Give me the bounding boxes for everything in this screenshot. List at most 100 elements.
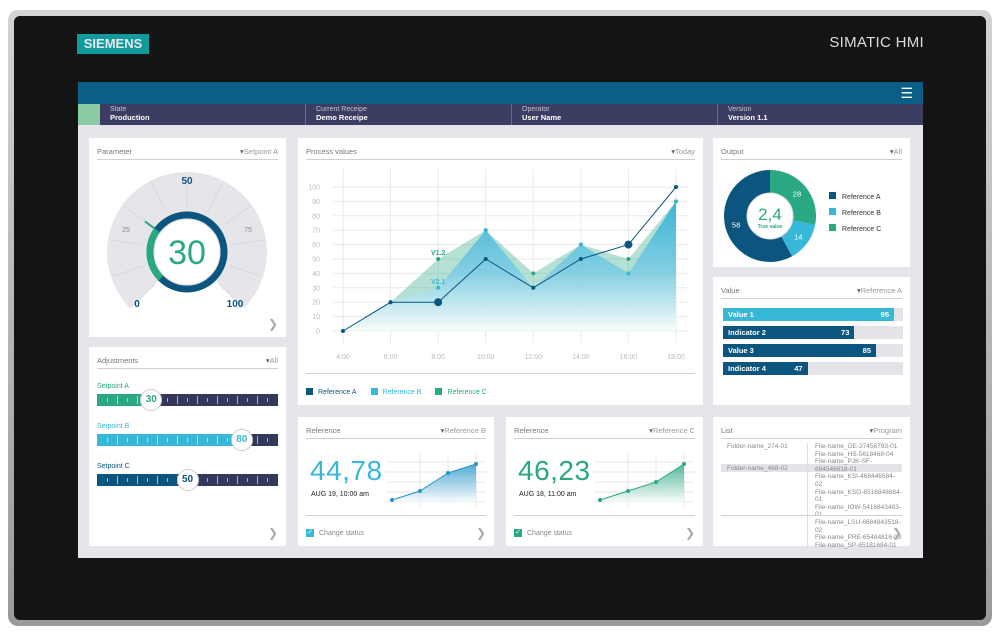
state-indicator [78,104,100,125]
data-point-reference-a[interactable] [531,285,536,290]
y-tick-label: 20 [312,300,320,307]
file-item[interactable]: File-name_KSO-6516848684-01 [815,488,902,504]
data-point[interactable] [578,242,583,247]
data-point-reference-a[interactable] [341,329,345,333]
parameter-gauge[interactable]: 30 50 25 75 0 100 [89,160,286,340]
folder-item[interactable]: Folder-name_274-01 [727,443,788,450]
data-point[interactable] [436,257,441,261]
bar-value: 85 [862,346,871,355]
slider-label: Setpoint B [97,423,130,430]
legend-label: Reference B [382,389,422,396]
legend-label: Reference A [318,389,357,396]
status-state: State Production [100,104,306,125]
gauge-tick [112,265,145,277]
file-item[interactable]: File-name_IOW-5416843483-01 [815,503,901,519]
setpoint-slider[interactable]: Setpoint B 80 [97,423,278,453]
x-tick-label: 16:00 [620,354,638,361]
file-item[interactable]: File-name_PJK-SF-694546618-01 [815,458,873,473]
data-point[interactable] [674,199,678,204]
file-item[interactable]: File-name_GE-27458793-01 [815,443,898,450]
setpoint-slider[interactable]: Setpoint A 30 [97,383,278,413]
process-dropdown[interactable]: Today [671,147,695,156]
bar-label: Value 1 [728,310,754,319]
status-value: Demo Receipe [316,113,368,122]
chevron-right-icon[interactable]: ❯ [267,526,278,540]
legend-item[interactable]: Reference A [306,388,357,396]
adjustments-panel: Adjustments All Setpoint A 30 Setpoint B 8… [89,347,286,546]
checkbox-checked-icon[interactable]: ✓ [306,529,314,537]
data-point[interactable] [626,271,631,276]
trend-area [600,464,684,504]
y-tick-label: 50 [312,257,320,264]
gauge-tick [218,283,243,308]
change-status-checkbox[interactable]: ✓ Change status [306,529,364,537]
data-point-reference-a[interactable] [388,300,393,305]
x-tick-label: 8:00 [431,354,445,361]
chevron-right-icon[interactable]: ❯ [684,526,695,540]
data-point-reference-a[interactable] [483,257,488,261]
data-point[interactable] [531,271,536,276]
chart-annotation: V1.2 [431,250,446,257]
legend-item[interactable]: Reference C [435,388,487,396]
gauge-value: 30 [168,234,206,272]
file-item[interactable]: File-name_LSU-6684843518-02 [815,518,901,534]
y-tick-label: 0 [316,329,320,336]
legend-item[interactable]: Reference B [370,388,422,396]
list-dropdown[interactable]: Program [869,426,902,435]
x-tick-label: 4:00 [336,354,350,361]
data-point-reference-a[interactable] [674,185,678,189]
slice-label: 14 [794,233,802,242]
donut-slice[interactable] [724,170,793,262]
slider-handle[interactable]: 50 [176,469,199,491]
gauge-tick-label: 50 [181,176,193,187]
slider-track[interactable] [97,394,278,406]
data-point[interactable] [483,228,488,233]
data-point[interactable] [436,285,441,290]
donut-slice[interactable] [770,170,816,225]
folder-item[interactable]: Folder-name_468-02 [727,465,788,472]
hamburger-icon[interactable]: ☰ [900,85,913,101]
slider-fill [97,474,188,486]
x-tick-label: 18:00 [667,354,685,361]
slider-handle[interactable]: 80 [230,429,253,451]
value-panel: Value Reference A Value 1 95 Indicator 2 73 V… [713,277,910,405]
gauge-tick [109,239,143,246]
process-values-panel: Process values Today 0 10 20 30 40 50 60 70 80 90 1… [298,138,703,405]
gauge-needle[interactable] [144,220,156,230]
parameter-dropdown[interactable]: Setpoint A [240,147,278,156]
file-item[interactable]: File-name_KSI-468446584-02 [815,473,895,488]
reference-dropdown[interactable]: Reference C [649,426,695,435]
change-status-checkbox[interactable]: ✓ Change status [514,529,572,537]
panel-title: Process values [306,147,357,156]
reference-dropdown[interactable]: Reference B [441,426,486,435]
setpoint-slider[interactable]: Setpoint C 50 [97,463,278,493]
status-label: Current Receipe [316,106,367,113]
status-label: State [110,106,127,113]
data-point-reference-a[interactable] [434,298,443,307]
slider-handle[interactable]: 30 [140,389,163,411]
selected-row [721,464,902,472]
gauge-tick [223,205,251,226]
file-item[interactable]: File-name_PRE-65484816-03 [815,534,902,542]
data-point[interactable] [626,257,631,261]
chevron-right-icon[interactable]: ❯ [267,317,278,331]
panel-title: Reference [306,426,341,435]
gauge-tick-label: 25 [122,227,130,234]
data-point-reference-a[interactable] [578,257,583,261]
trend-line [599,463,685,501]
adjustments-dropdown[interactable]: All [266,356,278,365]
panel-title: Adjustments [97,356,139,365]
checkbox-checked-icon[interactable]: ✓ [514,529,522,537]
output-dropdown[interactable]: All [890,147,902,156]
x-tick-label: 14:00 [572,354,590,361]
reference-value: 46,23 [518,455,591,486]
file-item[interactable]: File-name_HS-5618468-04 [815,450,894,458]
file-item[interactable]: File-name_SP-65181684-01 [815,541,897,549]
trend-point [626,489,630,493]
chevron-right-icon[interactable]: ❯ [475,526,486,540]
gauge-tick [151,182,167,213]
value-dropdown[interactable]: Reference A [857,286,902,295]
data-point-reference-a[interactable] [624,240,633,249]
donut-legend: Reference A Reference B Reference C [829,190,881,238]
chevron-right-icon[interactable]: ❯ [891,526,902,540]
